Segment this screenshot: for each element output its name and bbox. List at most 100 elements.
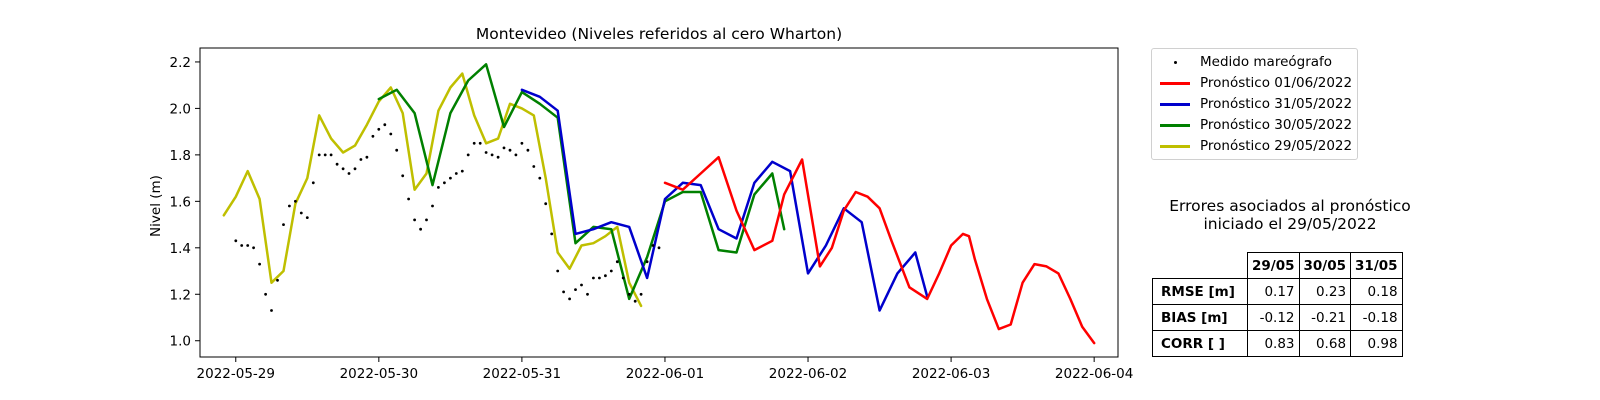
data-point [657, 246, 661, 250]
x-tick-label: 2022-06-02 [769, 366, 847, 382]
data-point [335, 162, 339, 166]
legend-item-medido: Medido mareógrafo [1152, 52, 1332, 72]
series-line [377, 63, 786, 301]
data-point [454, 172, 458, 175]
y-tick-label: 2.0 [170, 101, 191, 117]
data-point [401, 174, 405, 178]
line-marker-icon [1160, 102, 1190, 106]
table-cell: 0.23 [1298, 278, 1352, 305]
y-tick-label: 1.4 [170, 241, 191, 257]
column-header: 29/05 [1247, 252, 1300, 279]
y-tick-label: 1.2 [170, 287, 191, 303]
line-marker-icon [1160, 144, 1190, 148]
data-point [651, 244, 655, 247]
data-point [419, 227, 422, 231]
table-cell: 0.83 [1247, 330, 1300, 357]
legend-label: Pronóstico 29/05/2022 [1200, 138, 1353, 154]
data-point [514, 153, 518, 157]
data-point [609, 269, 613, 273]
data-point [377, 127, 381, 131]
data-point [431, 204, 434, 208]
x-tick-label: 2022-05-29 [197, 366, 275, 382]
data-point [604, 274, 607, 278]
data-point [353, 167, 357, 171]
data-point [258, 262, 261, 266]
data-point [437, 186, 440, 189]
legend-label: Pronóstico 31/05/2022 [1200, 96, 1353, 112]
series-line [222, 72, 643, 308]
errors-title-line1: Errores asociados al pronóstico [1169, 197, 1411, 215]
data-point [562, 290, 565, 294]
data-point [574, 288, 577, 291]
legend-item-pronostico-2905: Pronóstico 29/05/2022 [1152, 136, 1352, 156]
legend-item-pronostico-0106: Pronóstico 01/06/2022 [1152, 73, 1352, 93]
y-tick-label: 1.8 [170, 148, 191, 164]
data-point [580, 283, 583, 287]
data-point [466, 153, 470, 157]
errors-title: Errores asociados al pronóstico iniciado… [1140, 197, 1440, 233]
errors-title-line2: iniciado el 29/05/2022 [1203, 215, 1377, 233]
legend-label: Pronóstico 01/06/2022 [1200, 75, 1353, 91]
data-point [502, 146, 506, 150]
line-marker-icon [1160, 123, 1190, 127]
data-point [532, 165, 536, 168]
data-point [294, 199, 297, 203]
data-point [365, 155, 369, 159]
errors-table: 29/05 30/05 31/05 RMSE [m] 0.17 0.23 0.1… [1152, 252, 1403, 357]
column-header: 31/05 [1350, 252, 1403, 279]
data-point [520, 141, 524, 145]
table-row-bias: BIAS [m] -0.12 -0.21 -0.18 [1152, 304, 1403, 331]
x-tick-label: 2022-05-30 [340, 366, 418, 382]
x-tick-label: 2022-06-01 [626, 366, 704, 382]
data-point [323, 153, 327, 157]
y-axis-label: Nivel (m) [148, 175, 164, 237]
data-point [443, 181, 446, 185]
legend-label: Medido mareógrafo [1200, 54, 1333, 70]
data-point [317, 153, 321, 157]
table-row-corr: CORR [ ] 0.83 0.68 0.98 [1152, 330, 1403, 357]
data-point [389, 132, 393, 136]
data-point [276, 278, 279, 282]
row-header: BIAS [m] [1152, 304, 1248, 331]
data-point [592, 276, 595, 280]
data-point [425, 218, 428, 222]
data-point [472, 141, 476, 145]
data-point [234, 239, 238, 243]
data-point [288, 204, 291, 208]
data-point [341, 167, 345, 171]
data-point [282, 223, 285, 227]
data-point [621, 276, 625, 280]
data-point [371, 134, 375, 138]
data-point [526, 148, 530, 152]
data-point [645, 260, 649, 264]
data-point [508, 148, 512, 152]
plot-area: 1.0 1.2 1.4 1.6 1.8 2.0 2.2 2022-05-29 2022-05-3… [170, 55, 1134, 382]
table-corner [1153, 253, 1248, 279]
data-point [407, 197, 410, 201]
table-cell: 0.68 [1298, 330, 1352, 357]
legend-label: Pronóstico 30/05/2022 [1200, 117, 1353, 133]
data-point [305, 216, 309, 220]
x-tick-label: 2022-06-04 [1055, 366, 1133, 382]
data-point [490, 153, 494, 157]
data-point [568, 297, 571, 301]
data-point [484, 151, 488, 154]
data-point [449, 176, 452, 180]
table-cell: -0.21 [1298, 304, 1352, 331]
data-point [550, 232, 554, 236]
x-tick-label: 2022-05-31 [483, 366, 561, 382]
row-header: RMSE [m] [1152, 278, 1248, 305]
data-point [359, 158, 363, 161]
data-point [460, 169, 464, 173]
line-marker-icon [1160, 81, 1190, 85]
data-point [383, 123, 387, 127]
legend-item-pronostico-3105: Pronóstico 31/05/2022 [1152, 94, 1352, 114]
table-cell: 0.98 [1350, 330, 1403, 357]
series-line [663, 155, 1096, 345]
data-point [395, 148, 399, 152]
errors-header-row: 29/05 30/05 31/05 [1153, 252, 1403, 279]
data-point [311, 181, 315, 185]
table-cell: 0.18 [1350, 278, 1403, 305]
y-tick-label: 1.6 [170, 194, 191, 210]
chart-title: Montevideo (Niveles referidos al cero Wh… [476, 25, 842, 43]
